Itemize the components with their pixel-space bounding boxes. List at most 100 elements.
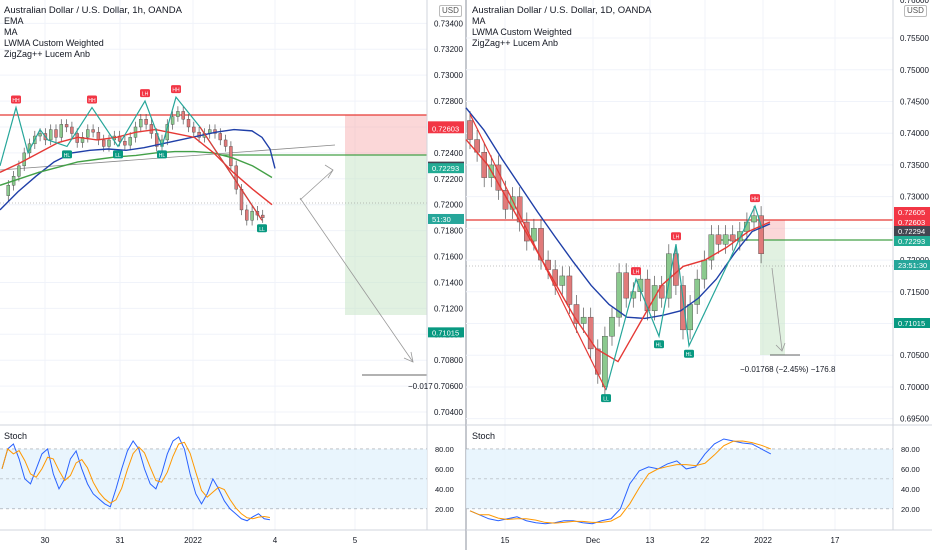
left-time-tick: 2022 (184, 536, 202, 545)
right-candle-body (587, 316, 594, 350)
right-candle-body (467, 120, 473, 140)
right-stoch-k-line (469, 438, 772, 525)
left-time-tick: 30 (41, 536, 50, 545)
right-candle-body (531, 228, 537, 242)
left-time-axis[interactable]: 30 31 2022 4 5 (41, 536, 358, 545)
left-price-label-bg (428, 163, 464, 174)
left-pivot-marker (157, 150, 167, 159)
left-stoch-label[interactable]: Stoch (4, 431, 28, 441)
left-candle-body (176, 111, 180, 117)
right-candle-body (566, 275, 573, 305)
left-forecast-down-arrow (299, 197, 414, 363)
right-time-tick: Dec (586, 536, 600, 545)
left-chart-title[interactable]: Australian Dollar / U.S. Dollar, 1h, OAN… (4, 5, 182, 16)
left-price-tick: 0.73400 (434, 19, 463, 28)
right-series-ma (465, 107, 771, 320)
left-price-label-bg (428, 123, 464, 134)
left-price-tick: 0.71600 (434, 253, 463, 262)
left-candle-body (107, 139, 111, 147)
right-stoch-tick: 80.00 (901, 445, 920, 454)
right-price-label-bg (894, 226, 930, 236)
left-candle-body (229, 146, 233, 167)
right-price-tick: 0.70500 (900, 351, 929, 360)
left-candle-body (223, 139, 228, 147)
right-candle-body (751, 215, 757, 223)
left-price-tick: 0.71200 (434, 304, 463, 313)
left-zigzag: HH HH LH HH HL LL HL LL (0, 85, 267, 233)
left-price-tick: 0.70400 (434, 408, 463, 417)
right-pivot-label: HL (686, 352, 693, 358)
left-candle-body (261, 214, 265, 218)
right-time-axis[interactable]: 15 Dec 13 22 2022 17 (501, 536, 840, 545)
right-pivot-label: HH (751, 197, 759, 203)
right-chart-pane[interactable]: LL LH HL LH HL HH 0.75500 0.75000 0.74500 0.7400… (465, 0, 932, 545)
right-price-label-bg (894, 217, 930, 227)
right-indicator-lwma[interactable]: LWMA Custom Weighted (472, 27, 572, 37)
right-pivot-marker (631, 267, 641, 276)
left-indicator-ma[interactable]: MA (4, 27, 18, 37)
left-candle-body (59, 124, 63, 138)
right-price-tick: 0.73500 (900, 161, 929, 170)
left-price-label: 0.72603 (432, 124, 459, 133)
right-price-label: 0.72603 (898, 218, 925, 227)
right-price-label: 0.72293 (898, 237, 925, 246)
left-forecast-down-arrowhead (403, 351, 414, 363)
right-chart-title[interactable]: Australian Dollar / U.S. Dollar, 1D, OAN… (472, 5, 652, 16)
left-pivot-label: HL (159, 153, 166, 159)
right-stoch-label[interactable]: Stoch (472, 431, 496, 441)
left-candle-body (234, 165, 238, 190)
right-pivot-label: LH (673, 235, 680, 241)
left-price-label: 51:30 (432, 215, 451, 224)
left-pivot-marker (257, 224, 267, 233)
right-price-label-bg (894, 318, 930, 328)
right-indicator-zigzag[interactable]: ZigZag++ Lucem Anb (472, 38, 559, 48)
left-candle-body (239, 188, 244, 211)
left-price-tick: 0.70800 (434, 356, 463, 365)
left-pivot-label: HH (88, 98, 96, 104)
right-currency-badge[interactable]: USD (904, 5, 927, 17)
right-candle-body (694, 278, 700, 305)
right-zigzag-down (469, 113, 607, 391)
left-time-tick: 4 (273, 536, 278, 545)
left-candle-body (250, 211, 254, 221)
left-price-tick: 0.71400 (434, 278, 463, 287)
left-chart-pane[interactable]: HH HH LH HH HL LL HL LL 0.73400 0.73200 0.73000 0.… (0, 0, 466, 550)
left-candle-body (96, 131, 101, 141)
left-trendline (0, 144, 336, 171)
right-candle-body (708, 234, 715, 261)
right-target-zone (760, 240, 785, 355)
left-candle-body (123, 141, 127, 146)
right-candle-body (729, 234, 736, 242)
right-pivot-marker (601, 394, 611, 403)
left-indicator-zigzag[interactable]: ZigZag++ Lucem Anb (4, 49, 91, 59)
right-candle-body (715, 234, 722, 245)
left-series-ma (0, 150, 273, 186)
left-stoch-d-line (1, 441, 270, 520)
left-price-axis[interactable]: 0.734000.732000.730000.728000.726000.724… (434, 19, 463, 417)
right-stoch-tick: 40.00 (901, 485, 920, 494)
right-pivot-marker (654, 340, 664, 349)
left-candle-body (86, 129, 90, 138)
right-price-tick-top: 0.76000 (900, 0, 929, 5)
right-indicator-ma[interactable]: MA (472, 16, 486, 26)
right-pivot-label: HL (656, 343, 663, 349)
right-pivot-label: LH (633, 270, 640, 276)
right-price-label-bg (894, 260, 930, 270)
right-candle-body (609, 316, 615, 337)
right-price-tick: 0.75000 (900, 66, 929, 75)
right-candle-body (602, 335, 608, 388)
left-price-tick: 0.72000 (434, 201, 463, 210)
left-pivot-label: HH (172, 88, 180, 94)
left-currency-badge[interactable]: USD (439, 5, 462, 17)
left-indicator-lwma[interactable]: LWMA Custom Weighted (4, 38, 104, 48)
left-price-tick: 0.73200 (434, 45, 463, 54)
left-pivot-marker (140, 89, 150, 98)
left-stoch-k-line (1, 436, 270, 522)
right-forecast-down-arrow (771, 267, 783, 351)
right-candle-body (637, 278, 644, 292)
left-stoch-tick: 40.00 (435, 485, 454, 494)
left-indicator-ema[interactable]: EMA (4, 16, 24, 26)
right-price-tick: 0.70000 (900, 383, 929, 392)
